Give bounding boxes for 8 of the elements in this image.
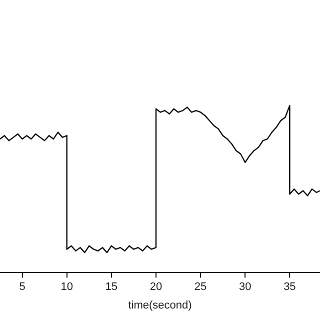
x-tick-label: 25: [194, 281, 207, 294]
x-tick-label: 5: [19, 281, 26, 294]
x-tick-label: 30: [239, 281, 252, 294]
x-tick-label: 35: [284, 281, 296, 294]
x-tick-label: 10: [60, 281, 73, 294]
x-tick-label: 20: [150, 281, 162, 294]
x-axis-title: time(second): [128, 299, 192, 312]
x-tick-label: 15: [105, 281, 118, 294]
